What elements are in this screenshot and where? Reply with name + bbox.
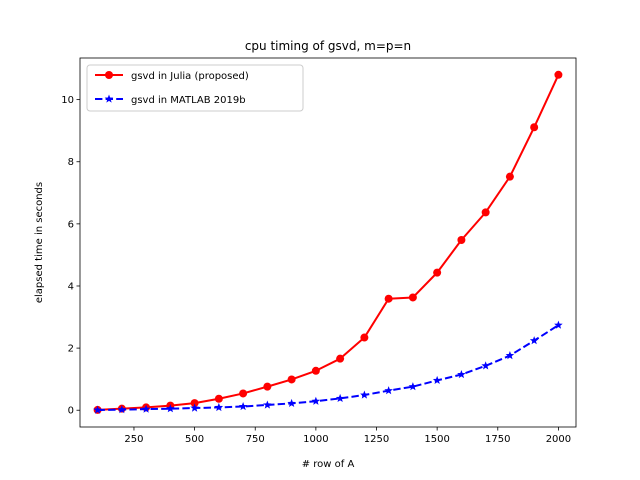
data-point bbox=[238, 402, 248, 411]
x-tick-label: 250 bbox=[124, 434, 143, 445]
data-point bbox=[457, 370, 466, 379]
data-point bbox=[505, 351, 515, 360]
legend-label-matlab: gsvd in MATLAB 2019b bbox=[131, 95, 246, 106]
data-point bbox=[190, 399, 199, 408]
data-point bbox=[530, 123, 539, 132]
plot-area bbox=[80, 58, 576, 427]
data-point bbox=[384, 386, 393, 395]
data-point bbox=[214, 402, 224, 412]
data-point bbox=[433, 268, 442, 277]
x-tick-label: 1000 bbox=[303, 434, 328, 445]
data-point bbox=[384, 294, 393, 303]
data-point bbox=[554, 320, 563, 329]
y-axis: 0 2 4 6 8 10 bbox=[61, 95, 80, 417]
data-point bbox=[505, 172, 514, 181]
data-point bbox=[263, 382, 272, 391]
data-point bbox=[311, 366, 320, 375]
y-tick-label: 4 bbox=[68, 281, 74, 292]
plot-frame bbox=[79, 57, 577, 428]
series-line-0 bbox=[97, 74, 560, 411]
data-point bbox=[166, 404, 175, 413]
data-point bbox=[529, 336, 539, 345]
y-tick-label: 6 bbox=[68, 219, 74, 230]
data-point bbox=[432, 375, 442, 385]
data-point bbox=[457, 236, 466, 245]
y-tick-label: 2 bbox=[68, 344, 74, 355]
data-point bbox=[214, 394, 223, 403]
data-point bbox=[141, 404, 151, 413]
data-point bbox=[239, 389, 248, 398]
x-tick-label: 750 bbox=[246, 434, 265, 445]
series-layer bbox=[93, 70, 563, 414]
data-point bbox=[336, 354, 345, 363]
x-tick-label: 500 bbox=[185, 434, 204, 445]
legend-marker-matlab bbox=[104, 94, 114, 103]
legend-label-julia: gsvd in Julia (proposed) bbox=[131, 71, 249, 82]
data-point bbox=[287, 398, 296, 408]
x-axis-label: # row of A bbox=[302, 459, 355, 470]
y-axis-label: elapsed time in seconds bbox=[34, 182, 45, 303]
y-tick-label: 10 bbox=[61, 95, 74, 106]
data-point bbox=[360, 390, 369, 399]
data-point bbox=[263, 400, 272, 409]
data-point bbox=[481, 208, 490, 217]
legend-marker-julia bbox=[105, 71, 113, 79]
x-axis: 250 500 750 1000 1250 1500 1750 2000 bbox=[124, 427, 571, 445]
data-point bbox=[408, 382, 418, 391]
data-point bbox=[335, 393, 345, 403]
data-point bbox=[360, 333, 369, 342]
data-point bbox=[311, 396, 321, 405]
legend: gsvd in Julia (proposed) gsvd in MATLAB … bbox=[86, 64, 304, 112]
series-line-1 bbox=[97, 324, 559, 412]
data-point bbox=[117, 405, 127, 414]
chart-title: cpu timing of gsvd, m=p=n bbox=[245, 39, 411, 53]
y-tick-label: 8 bbox=[68, 157, 74, 168]
data-point bbox=[408, 293, 417, 302]
x-tick-label: 1250 bbox=[364, 434, 389, 445]
data-point bbox=[287, 375, 296, 384]
data-point bbox=[190, 403, 199, 412]
x-tick-label: 1750 bbox=[485, 434, 510, 445]
y-tick-label: 0 bbox=[68, 406, 74, 417]
x-tick-label: 2000 bbox=[546, 434, 571, 445]
x-tick-label: 1500 bbox=[424, 434, 449, 445]
legend-box bbox=[86, 64, 304, 112]
data-point bbox=[481, 361, 490, 370]
data-point bbox=[93, 405, 102, 414]
data-point bbox=[554, 70, 563, 79]
